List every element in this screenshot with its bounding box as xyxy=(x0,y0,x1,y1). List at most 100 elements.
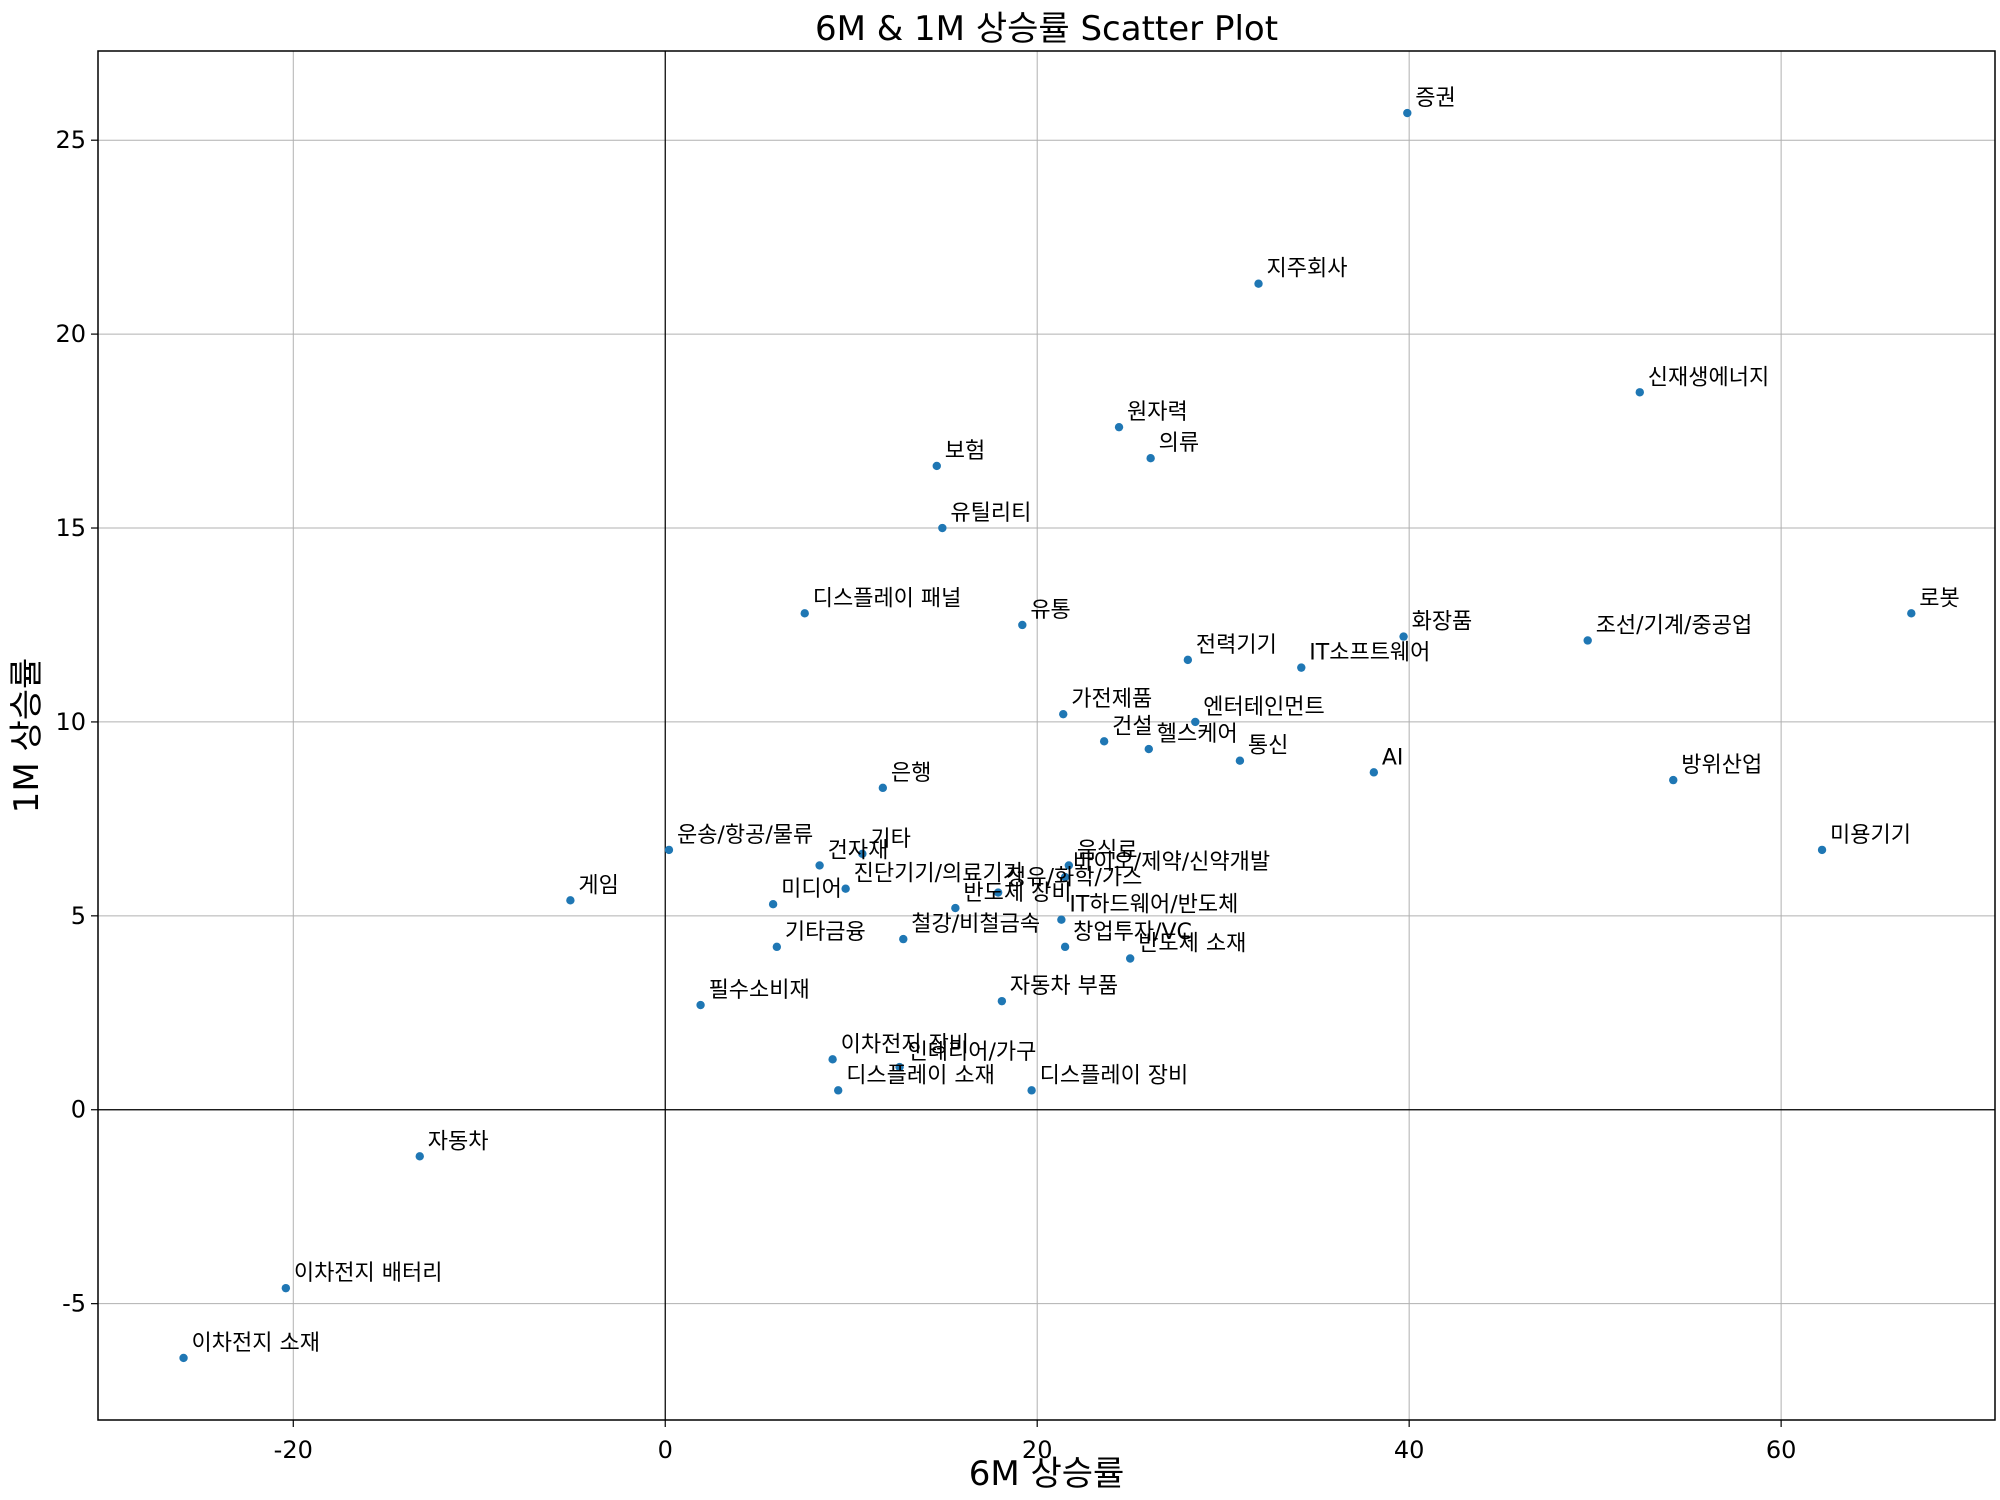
point-label: 통신 xyxy=(1248,734,1288,759)
point-label: 건자재 xyxy=(828,838,889,863)
point-label: 신재생에너지 xyxy=(1648,365,1769,390)
point-label: 이차전지 배터리 xyxy=(294,1261,443,1286)
scatter-point xyxy=(1235,756,1245,765)
scatter-point xyxy=(1369,768,1379,777)
scatter-point xyxy=(1144,744,1153,754)
point-label: 의류 xyxy=(1159,431,1199,456)
point-label: 이차전지 소재 xyxy=(192,1331,320,1356)
point-label: 정유/화학/가스 xyxy=(1006,866,1142,891)
scatter-point xyxy=(834,1086,843,1095)
scatter-point xyxy=(993,888,1003,897)
point-label: 보험 xyxy=(945,439,985,464)
point-label: 조선/기계/중공업 xyxy=(1596,613,1753,638)
scatter-point xyxy=(800,609,809,618)
point-label: 반도체 소재 xyxy=(1138,931,1246,956)
point-label: 진단기기/의료기기 xyxy=(854,862,1023,887)
scatter-point xyxy=(828,1055,837,1064)
scatter-point xyxy=(841,884,850,893)
scatter-point xyxy=(1059,709,1068,719)
point-label: 운송/항공/물류 xyxy=(677,823,813,848)
point-label: 은행 xyxy=(891,761,931,786)
point-label: 건설 xyxy=(1112,714,1152,739)
y-axis-title: 1M 상승률 xyxy=(7,658,47,814)
scatter-point xyxy=(1125,954,1135,963)
point-label: 철강/비철금속 xyxy=(911,912,1040,937)
scatter-point xyxy=(1254,279,1263,288)
point-label: 게임 xyxy=(578,873,618,898)
scatter-point xyxy=(768,900,778,909)
scatter-point xyxy=(1146,454,1155,463)
x-tick-label: 60 xyxy=(1766,1436,1797,1464)
x-tick-label: 20 xyxy=(1022,1436,1053,1464)
y-tick-label: 25 xyxy=(55,126,86,154)
point-label: 인테리어/가구 xyxy=(908,1040,1037,1065)
y-tick-label: 10 xyxy=(55,708,86,736)
chart-title: 6M & 1M 상승률 Scatter Plot xyxy=(815,9,1278,49)
scatter-point xyxy=(1191,717,1200,727)
point-label: 원자력 xyxy=(1127,400,1188,425)
scatter-point xyxy=(1060,942,1070,952)
scatter-point xyxy=(664,845,674,855)
x-tick-label: -20 xyxy=(274,1436,313,1464)
point-label: 유통 xyxy=(1030,598,1070,623)
data-points xyxy=(179,108,1916,1363)
scatter-point xyxy=(938,523,947,533)
scatter-point xyxy=(1064,861,1074,870)
point-label: AI xyxy=(1382,745,1404,770)
scatter-point xyxy=(899,934,908,944)
scatter-point xyxy=(415,1152,424,1161)
point-label: 디스플레이 패널 xyxy=(813,586,962,611)
scatter-point xyxy=(1669,775,1678,785)
scatter-point xyxy=(1635,388,1644,397)
point-label: 전력기기 xyxy=(1196,633,1277,658)
x-axis-title: 6M 상승률 xyxy=(969,1454,1125,1494)
scatter-point xyxy=(281,1283,291,1293)
x-tick-label: 40 xyxy=(1394,1436,1425,1464)
point-label: 바이오/제약/신약개발 xyxy=(1073,850,1270,875)
scatter-point xyxy=(1114,422,1124,432)
point-label: IT하드웨어/반도체 xyxy=(1069,893,1238,918)
point-label: 방위산업 xyxy=(1681,753,1762,778)
scatter-point xyxy=(1907,609,1916,618)
scatter-point xyxy=(895,1062,904,1072)
point-label: 증권 xyxy=(1415,86,1455,111)
y-tick-label: 20 xyxy=(55,320,86,348)
scatter-point xyxy=(1403,108,1412,118)
scatter-point xyxy=(1027,1086,1036,1095)
y-tick-label: 15 xyxy=(55,514,86,542)
scatter-point xyxy=(1399,632,1408,641)
scatter-point xyxy=(1060,872,1070,882)
scatter-point xyxy=(1817,845,1827,855)
x-tick-label: 0 xyxy=(658,1436,673,1464)
point-label: 미디어 xyxy=(781,877,842,902)
point-label: 기타 xyxy=(870,827,910,852)
point-label: 자동차 부품 xyxy=(1010,974,1118,999)
scatter-point xyxy=(858,849,867,858)
scatter-point xyxy=(1057,915,1066,924)
scatter-point xyxy=(179,1353,188,1363)
point-label: 디스플레이 장비 xyxy=(1040,1063,1189,1088)
point-label: 기타금융 xyxy=(785,920,866,945)
scatter-point xyxy=(1583,636,1592,645)
y-tick-label: 0 xyxy=(71,1096,86,1124)
point-label: 반도체 장비 xyxy=(963,881,1071,906)
scatter-point xyxy=(932,461,941,471)
scatter-point xyxy=(1183,655,1193,665)
point-label: 로봇 xyxy=(1919,586,1959,611)
point-label: 엔터테인먼트 xyxy=(1203,695,1324,720)
point-label: 가전제품 xyxy=(1071,687,1152,712)
point-label: 창업투자/VC xyxy=(1073,920,1192,945)
point-label: 자동차 xyxy=(428,1129,489,1154)
plot-frame xyxy=(97,50,1996,1421)
point-label: 헬스케어 xyxy=(1157,722,1238,747)
y-tick-label: 5 xyxy=(71,902,86,930)
point-label: 필수소비재 xyxy=(709,978,810,1003)
scatter-point xyxy=(772,942,782,952)
point-label: 화장품 xyxy=(1412,610,1473,635)
point-label: IT소프트웨어 xyxy=(1309,641,1430,666)
scatter-point xyxy=(566,896,575,905)
y-tick-label: -5 xyxy=(62,1290,86,1318)
scatter-point xyxy=(1099,737,1109,746)
